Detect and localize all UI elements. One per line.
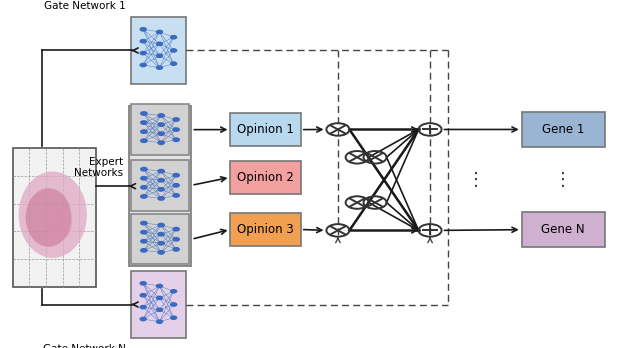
Bar [129,106,191,266]
Circle shape [173,248,179,251]
Circle shape [158,114,164,117]
Circle shape [157,308,163,311]
Bar [131,104,189,155]
Circle shape [141,167,147,171]
Circle shape [171,62,177,65]
Circle shape [171,303,177,306]
Circle shape [141,121,147,124]
Circle shape [171,35,177,39]
Circle shape [158,123,164,126]
Circle shape [171,49,177,52]
Circle shape [158,197,164,200]
Bar [522,112,605,147]
Circle shape [173,128,179,131]
Circle shape [171,316,177,319]
Circle shape [158,242,164,245]
Circle shape [158,141,164,144]
Circle shape [171,290,177,293]
Circle shape [141,221,147,225]
Circle shape [173,228,179,231]
Circle shape [173,138,179,141]
Circle shape [141,248,147,252]
Circle shape [158,232,164,236]
Circle shape [141,112,147,115]
Circle shape [140,306,146,309]
Text: Gate Network N: Gate Network N [44,344,126,348]
Text: Opinion 3: Opinion 3 [237,223,294,236]
Bar [230,113,301,146]
Circle shape [140,28,146,31]
Circle shape [173,118,179,121]
Circle shape [157,42,163,46]
Circle shape [158,251,164,254]
Text: Opinion 1: Opinion 1 [237,123,294,136]
Bar [13,148,96,287]
Bar [230,213,301,246]
Circle shape [158,169,164,173]
Bar [131,214,189,264]
Text: Gate Network 1: Gate Network 1 [44,1,126,11]
Circle shape [158,179,164,182]
Circle shape [141,130,147,133]
Circle shape [141,230,147,234]
Circle shape [157,296,163,300]
Circle shape [173,184,179,187]
Circle shape [140,282,146,285]
Ellipse shape [26,188,72,247]
Circle shape [141,239,147,243]
Bar [522,212,605,247]
Circle shape [157,284,163,287]
Circle shape [141,139,147,142]
Circle shape [157,320,163,323]
Circle shape [173,194,179,197]
Circle shape [140,40,146,43]
Circle shape [141,195,147,198]
Bar [131,17,186,84]
Ellipse shape [19,172,87,258]
Text: Opinion 2: Opinion 2 [237,171,294,184]
Circle shape [140,317,146,321]
Circle shape [158,223,164,227]
Circle shape [157,54,163,57]
Text: Gene 1: Gene 1 [542,123,584,136]
Circle shape [140,294,146,297]
Circle shape [141,176,147,180]
Text: Gene N: Gene N [541,223,585,236]
Circle shape [173,238,179,241]
Text: Expert
Networks: Expert Networks [74,157,124,178]
Circle shape [173,174,179,177]
Circle shape [158,132,164,135]
Circle shape [157,66,163,69]
Circle shape [141,185,147,189]
Ellipse shape [47,206,72,240]
Circle shape [140,63,146,66]
Text: ⋮: ⋮ [467,171,485,189]
Bar [131,271,186,338]
Circle shape [157,30,163,33]
Text: ⋮: ⋮ [554,171,572,189]
Bar [230,161,301,194]
Circle shape [158,188,164,191]
Circle shape [140,52,146,55]
Bar [131,160,189,211]
